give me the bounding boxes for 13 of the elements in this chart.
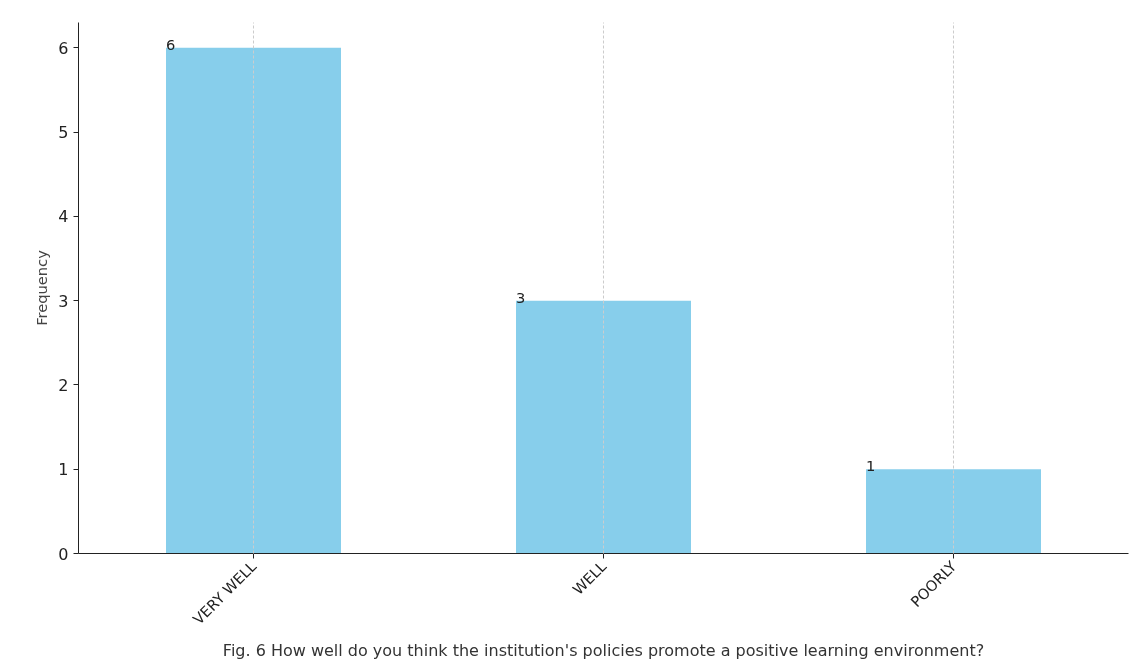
- y-tick-label: 3: [58, 291, 69, 311]
- y-axis-title: Frequency: [33, 249, 51, 326]
- y-tick-label: 2: [58, 375, 69, 395]
- bar: [866, 469, 1041, 554]
- y-tick-label: 6: [58, 38, 69, 58]
- y-tick-label: 1: [58, 460, 69, 480]
- data-label: 1: [866, 457, 876, 475]
- y-tick-label: 0: [58, 544, 69, 564]
- y-tick-label: 5: [58, 123, 69, 143]
- data-label: 3: [516, 288, 526, 306]
- y-tick-label: 4: [58, 207, 69, 227]
- caption: Fig. 6 How well do you think the institution's policies promote a positive learning environment?: [222, 640, 985, 660]
- data-label: 6: [166, 35, 176, 53]
